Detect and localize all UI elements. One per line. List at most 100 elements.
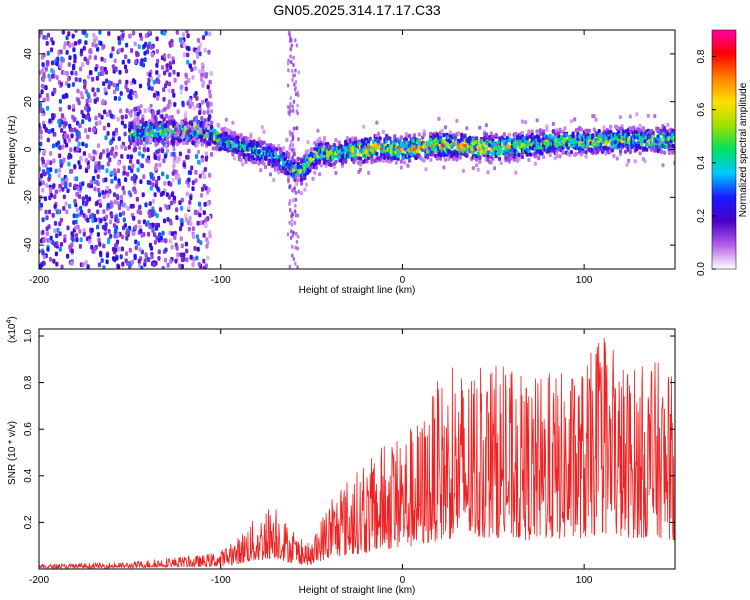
spectrogram-cell xyxy=(293,186,296,191)
spectrogram-cell xyxy=(70,231,74,236)
spectrogram-cell xyxy=(288,220,291,225)
spectrogram-cell xyxy=(161,190,165,196)
spectrogram-cell xyxy=(46,50,50,56)
spectrogram-cell xyxy=(50,239,55,245)
spectrogram-cell xyxy=(290,166,293,171)
spectrogram-cell xyxy=(319,163,323,168)
spectrogram-cell xyxy=(117,205,122,211)
spectrogram-cell xyxy=(68,43,72,48)
spectrogram-cell xyxy=(180,197,184,203)
spectrogram-cell xyxy=(176,72,180,77)
spectrogram-cell xyxy=(375,151,379,156)
spectrogram-cell xyxy=(170,192,175,197)
spectrogram-cell xyxy=(156,222,160,228)
spectrogram-cell xyxy=(48,76,52,82)
spectrogram-cell xyxy=(88,239,92,244)
spectrogram-cell xyxy=(181,32,185,37)
spectrogram-cell xyxy=(116,195,120,201)
spectrogram-x-label: Height of straight line (km) xyxy=(299,285,416,296)
spectrogram-cell xyxy=(72,63,76,69)
spectrogram-cell xyxy=(643,159,647,164)
spectrogram-cell xyxy=(117,48,121,53)
spectrogram-cell xyxy=(192,105,196,111)
spectrogram-cell xyxy=(412,133,416,138)
spectrogram-cell xyxy=(136,128,140,134)
spectrogram-cell xyxy=(125,42,129,48)
spectrogram-cell xyxy=(376,131,380,136)
spectrogram-cell xyxy=(102,194,106,199)
spectrogram-cell xyxy=(592,127,596,132)
spectrogram-cell xyxy=(187,205,191,210)
spectrogram-cell xyxy=(164,143,168,149)
spectrogram-cell xyxy=(39,129,43,135)
spectrogram-cell xyxy=(620,124,624,129)
spectrogram-cell xyxy=(334,159,338,164)
x-tick-label: 100 xyxy=(576,575,593,586)
spectrogram-cell xyxy=(67,105,71,110)
spectrogram-cell xyxy=(134,224,138,230)
spectrogram-cell xyxy=(51,128,55,133)
spectrogram-cell xyxy=(98,154,102,160)
spectrogram-cell xyxy=(59,49,63,55)
spectrogram-cell xyxy=(65,93,69,99)
spectrogram-cell xyxy=(407,158,412,163)
spectrogram-cell xyxy=(131,163,135,169)
spectrogram-cell xyxy=(296,178,300,183)
spectrogram-cell xyxy=(289,208,292,213)
spectrogram-cell xyxy=(45,41,49,46)
spectrogram-cell xyxy=(292,198,295,203)
spectrogram-cell xyxy=(39,102,42,108)
spectrogram-cell xyxy=(394,160,398,165)
x-tick-label: -100 xyxy=(211,575,231,586)
spectrogram-cell xyxy=(292,135,295,140)
spectrogram-cell xyxy=(133,41,137,47)
spectrogram-cell xyxy=(94,115,98,121)
spectrogram-cell xyxy=(81,62,85,68)
spectrogram-cell xyxy=(46,159,50,165)
spectrogram-cell xyxy=(445,142,449,148)
spectrogram-x-ticks: -200 -100 0 100 xyxy=(29,30,593,286)
spectrogram-cell xyxy=(300,181,304,186)
spectrogram-cell xyxy=(118,40,122,45)
spectrogram-cell xyxy=(314,165,318,170)
spectrogram-cell xyxy=(70,261,74,266)
spectrogram-cell xyxy=(295,109,298,114)
spectrogram-cell xyxy=(71,42,75,48)
spectrogram-cell xyxy=(291,108,295,113)
spectrogram-cell xyxy=(49,151,53,156)
spectrogram-cell xyxy=(168,65,173,70)
spectrogram-cell xyxy=(122,217,126,223)
spectrogram-cell xyxy=(123,64,128,70)
spectrogram-cell xyxy=(462,168,465,173)
spectrogram-cell xyxy=(610,137,614,142)
spectrogram-cell xyxy=(199,193,204,198)
spectrogram-cell xyxy=(46,169,50,175)
spectrogram-cell xyxy=(51,115,55,121)
spectrogram-cell xyxy=(646,113,650,118)
spectrogram-cell xyxy=(85,198,89,203)
spectrogram-cell xyxy=(653,148,657,153)
spectrogram-cell xyxy=(204,31,208,36)
spectrogram-cell xyxy=(209,71,213,76)
spectrogram-cell xyxy=(584,154,588,159)
spectrogram-cell xyxy=(44,209,48,215)
spectrogram-cell xyxy=(437,116,441,121)
spectrogram-cell xyxy=(147,81,151,87)
spectrogram-cell xyxy=(334,137,338,143)
spectrogram-cell xyxy=(205,243,209,249)
spectrogram-cell xyxy=(40,89,44,95)
spectrogram-cell xyxy=(318,158,322,163)
spectrogram-cell xyxy=(145,157,149,163)
spectrogram-cell xyxy=(114,228,118,234)
spectrogram-cell xyxy=(645,147,649,152)
spectrogram-cell xyxy=(359,167,362,172)
spectrogram-cell xyxy=(287,68,290,73)
spectrogram-cell xyxy=(53,221,58,226)
spectrogram-cell xyxy=(289,54,292,59)
spectrogram-cell xyxy=(636,140,641,145)
spectrogram-cell xyxy=(113,95,117,101)
spectrogram-cell xyxy=(139,179,143,184)
snr-frame xyxy=(38,328,676,570)
spectrogram-cell xyxy=(150,254,154,260)
y-tick-label: -20 xyxy=(23,190,34,205)
